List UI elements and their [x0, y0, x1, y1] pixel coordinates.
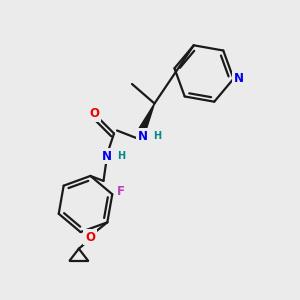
Text: N: N: [234, 72, 244, 85]
Text: O: O: [85, 231, 95, 244]
Text: H: H: [117, 151, 125, 161]
Text: N: N: [137, 130, 148, 143]
Text: N: N: [101, 149, 112, 163]
Text: O: O: [89, 107, 99, 120]
Text: H: H: [153, 130, 161, 141]
Text: F: F: [117, 185, 125, 198]
Polygon shape: [139, 103, 154, 129]
